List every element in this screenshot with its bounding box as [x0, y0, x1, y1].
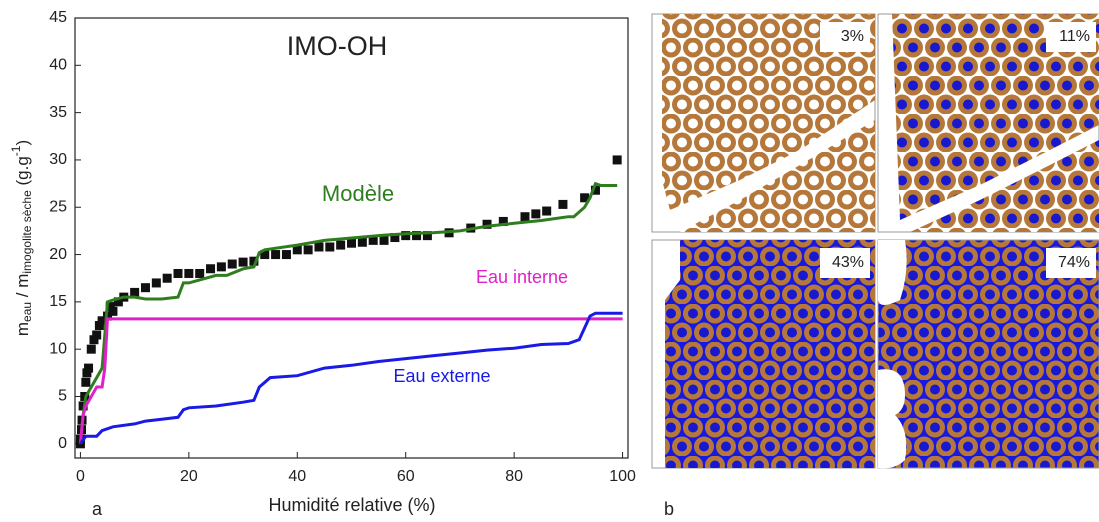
data-point — [281, 250, 291, 260]
data-point — [498, 216, 508, 226]
data-point — [422, 231, 432, 241]
data-point — [303, 245, 313, 255]
x-axis-label: Humidité relative (%) — [268, 495, 435, 515]
data-point — [173, 268, 183, 278]
series-label: Eau externe — [393, 366, 490, 386]
data-point — [520, 212, 530, 222]
data-point — [97, 316, 107, 326]
data-point — [113, 297, 123, 307]
data-point — [92, 330, 102, 340]
y-tick-label: 0 — [58, 435, 67, 452]
data-point — [347, 238, 356, 248]
plot-frame — [74, 17, 629, 459]
data-point — [336, 240, 346, 250]
y-tick-label: 35 — [49, 104, 67, 121]
panel-label: b — [664, 499, 674, 519]
data-point — [590, 185, 600, 195]
y-tick-label: 45 — [49, 9, 67, 26]
data-point — [84, 363, 94, 373]
data-point — [82, 368, 92, 378]
panel-label: a — [92, 499, 103, 519]
data-point — [105, 302, 115, 312]
data-point — [412, 231, 422, 241]
data-point — [162, 273, 172, 283]
y-label-part: ) — [13, 140, 32, 146]
x-tick-label: 60 — [397, 468, 415, 485]
y-axis-label: meau / mimogolite sèche (g.g-1) — [9, 140, 34, 336]
data-point — [612, 155, 622, 165]
data-point — [390, 233, 400, 243]
data-point — [260, 250, 270, 260]
data-point — [271, 250, 281, 260]
panel-tag-bg — [820, 248, 870, 278]
panel-tag-bg — [1046, 22, 1096, 52]
data-point — [401, 231, 411, 241]
x-tick-label: 0 — [76, 468, 85, 485]
y-tick-label: 25 — [49, 198, 67, 215]
y-label-part: -1 — [9, 145, 23, 156]
data-point — [130, 287, 140, 297]
y-tick-label: 5 — [58, 388, 67, 405]
x-tick-label: 40 — [288, 468, 306, 485]
data-point — [531, 209, 541, 219]
y-label-part: eau — [20, 302, 34, 322]
data-point — [542, 206, 552, 216]
panel-percent: 3% — [841, 28, 864, 45]
y-tick-label: 15 — [49, 293, 67, 310]
panel-tag-bg — [1046, 248, 1096, 278]
panel-percent: 11% — [1059, 28, 1090, 45]
data-point — [195, 268, 205, 278]
series-line — [78, 181, 618, 444]
panel-tag-bg — [820, 22, 870, 52]
y-tick-label: 10 — [49, 340, 67, 357]
y-tick-label: 40 — [49, 57, 67, 74]
x-tick-label: 20 — [180, 468, 198, 485]
data-point — [89, 335, 99, 345]
y-tick-label: 30 — [49, 151, 67, 168]
data-point — [368, 235, 378, 245]
data-point — [81, 377, 91, 387]
y-label-part: imogolite sèche — [20, 190, 34, 274]
y-label-part: m — [13, 322, 32, 336]
simulation-panels — [651, 13, 1099, 469]
data-point — [184, 268, 194, 278]
data-point — [314, 242, 324, 252]
data-point — [357, 237, 367, 247]
x-tick-label: 100 — [609, 468, 636, 485]
panel-percent: 74% — [1058, 254, 1090, 271]
data-point — [140, 283, 150, 293]
data-point — [151, 278, 161, 288]
y-label-part: (g.g — [13, 156, 32, 190]
data-point — [94, 321, 104, 331]
x-tick-label: 80 — [505, 468, 523, 485]
y-label-part: / m — [13, 274, 32, 302]
data-point — [86, 344, 96, 354]
data-point — [580, 193, 590, 203]
panel-percent: 43% — [832, 254, 864, 271]
data-point — [379, 235, 389, 245]
data-point — [108, 306, 118, 316]
data-point — [238, 257, 248, 267]
series-label: Eau interne — [476, 267, 568, 287]
data-point — [325, 242, 335, 252]
data-point — [216, 262, 226, 272]
data-point — [249, 256, 259, 266]
y-tick-label: 20 — [49, 246, 67, 263]
series-label: Modèle — [322, 181, 394, 206]
series-line — [79, 311, 623, 445]
data-point — [227, 259, 237, 269]
data-point — [292, 245, 302, 255]
data-point — [558, 199, 568, 209]
series-line — [78, 317, 623, 444]
chart-title: IMO-OH — [287, 31, 388, 61]
data-point — [482, 219, 492, 229]
data-point — [206, 264, 216, 274]
